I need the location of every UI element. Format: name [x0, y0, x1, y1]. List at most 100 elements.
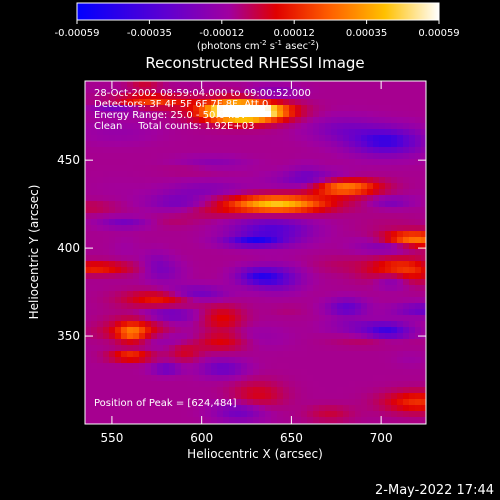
heatmap-cell [415, 189, 421, 195]
heatmap-cell [97, 237, 103, 243]
heatmap-cell [295, 249, 301, 255]
heatmap-cell [397, 225, 403, 231]
heatmap-cell [295, 321, 301, 327]
heatmap-cell [121, 345, 127, 351]
heatmap-cell [289, 147, 295, 153]
heatmap-cell [265, 183, 271, 189]
heatmap-cell [325, 297, 331, 303]
heatmap-cell [319, 153, 325, 159]
heatmap-cell [319, 159, 325, 165]
heatmap-cell [139, 129, 145, 135]
heatmap-cell [181, 303, 187, 309]
heatmap-cell [337, 369, 343, 375]
heatmap-cell [265, 123, 271, 129]
heatmap-cell [367, 333, 373, 339]
heatmap-cell [421, 357, 426, 363]
heatmap-cell [97, 213, 103, 219]
heatmap-cell [175, 315, 181, 321]
heatmap-cell [361, 201, 367, 207]
heatmap-cell [127, 327, 133, 333]
heatmap-cell [325, 111, 331, 117]
heatmap-cell [265, 309, 271, 315]
heatmap-cell [121, 219, 127, 225]
heatmap-cell [85, 363, 91, 369]
heatmap-cell [331, 405, 337, 411]
heatmap-cell [265, 327, 271, 333]
heatmap-cell [397, 321, 403, 327]
heatmap-cell [331, 201, 337, 207]
heatmap-cell [163, 123, 169, 129]
heatmap-cell [361, 93, 367, 99]
heatmap-cell [103, 351, 109, 357]
heatmap-cell [217, 159, 223, 165]
heatmap-cell [247, 225, 253, 231]
heatmap-cell [175, 381, 181, 387]
heatmap-cell [415, 255, 421, 261]
heatmap-cell [325, 159, 331, 165]
heatmap-cell [259, 123, 265, 129]
heatmap-cell [289, 411, 295, 417]
heatmap-cell [253, 117, 259, 123]
heatmap-cell [253, 99, 259, 105]
heatmap-cell [301, 159, 307, 165]
heatmap-cell [283, 357, 289, 363]
heatmap-cell [259, 333, 265, 339]
heatmap-cell [151, 273, 157, 279]
heatmap-cell [325, 117, 331, 123]
heatmap-cell [211, 345, 217, 351]
heatmap-cell [271, 249, 277, 255]
heatmap-cell [217, 93, 223, 99]
heatmap-cell [325, 201, 331, 207]
heatmap-cell [295, 117, 301, 123]
heatmap-cell [133, 273, 139, 279]
heatmap-cell [367, 237, 373, 243]
heatmap-cell [367, 183, 373, 189]
heatmap-cell [109, 87, 115, 93]
heatmap-cell [163, 87, 169, 93]
heatmap-cell [349, 81, 355, 87]
heatmap-cell [97, 411, 103, 417]
heatmap-cell [289, 159, 295, 165]
heatmap-cell [307, 315, 313, 321]
heatmap-cell [97, 255, 103, 261]
heatmap-cell [187, 87, 193, 93]
heatmap-cell [397, 165, 403, 171]
heatmap-cell [211, 147, 217, 153]
heatmap-cell [229, 393, 235, 399]
heatmap-cell [241, 141, 247, 147]
heatmap-cell [193, 303, 199, 309]
heatmap-cell [301, 99, 307, 105]
heatmap-cell [385, 153, 391, 159]
heatmap-cell [289, 171, 295, 177]
heatmap-cell [181, 93, 187, 99]
heatmap-cell [151, 321, 157, 327]
heatmap-cell [127, 177, 133, 183]
heatmap-cell [259, 201, 265, 207]
heatmap-cell [217, 393, 223, 399]
heatmap-cell [223, 309, 229, 315]
heatmap-cell [217, 105, 223, 111]
heatmap-cell [337, 105, 343, 111]
heatmap-cell [193, 105, 199, 111]
heatmap-cell [391, 303, 397, 309]
heatmap-cell [247, 189, 253, 195]
heatmap-cell [271, 261, 277, 267]
heatmap-cell [187, 135, 193, 141]
heatmap-cell [313, 123, 319, 129]
heatmap-cell [181, 147, 187, 153]
heatmap-cell [403, 213, 409, 219]
heatmap-cell [277, 339, 283, 345]
heatmap-cell [109, 111, 115, 117]
heatmap-cell [343, 153, 349, 159]
heatmap-cell [289, 219, 295, 225]
heatmap-cell [301, 237, 307, 243]
heatmap-cell [343, 81, 349, 87]
heatmap-cell [343, 93, 349, 99]
footer-timestamp: 2-May-2022 17:44 [375, 483, 494, 498]
heatmap-cell [301, 129, 307, 135]
heatmap-cell [109, 363, 115, 369]
heatmap-cell [121, 399, 127, 405]
heatmap-cell [157, 255, 163, 261]
heatmap-cell [277, 279, 283, 285]
heatmap-cell [169, 411, 175, 417]
